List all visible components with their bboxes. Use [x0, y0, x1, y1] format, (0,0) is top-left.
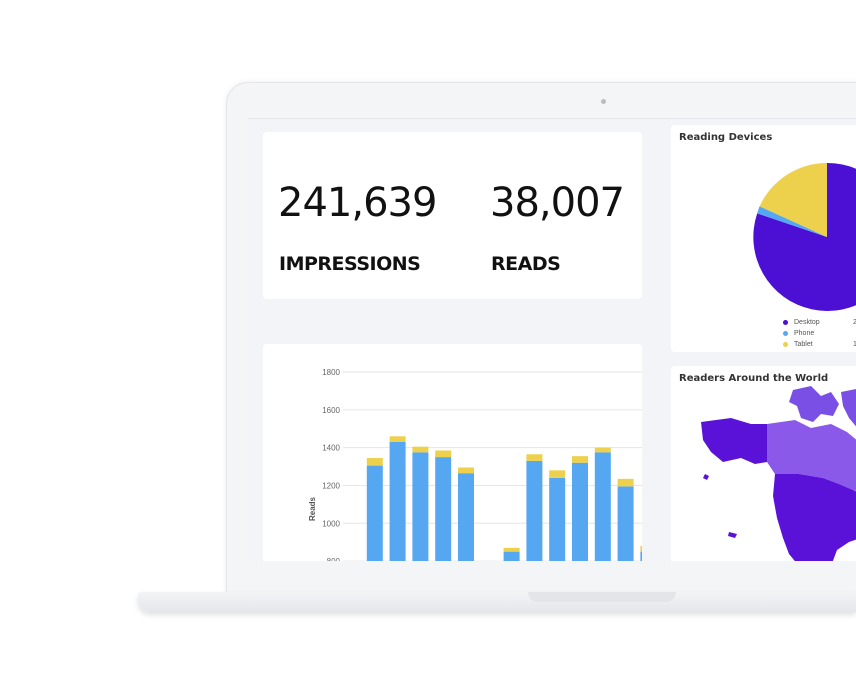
bar-reads[interactable] — [412, 452, 429, 561]
bar-reads[interactable] — [366, 465, 383, 561]
legend-label-desktop: Desktop — [794, 319, 820, 326]
laptop-base — [138, 592, 856, 612]
bar-secondary[interactable] — [617, 478, 634, 487]
devices-legend: Desktop 2 Phone Tablet 1 — [783, 317, 856, 350]
bar-reads[interactable] — [549, 477, 566, 561]
desktop-dot-icon — [783, 320, 788, 325]
y-tick-label: 800 — [327, 557, 341, 561]
reads-label: READS — [491, 253, 561, 275]
y-tick-label: 1000 — [322, 519, 340, 528]
reading-devices-title: Reading Devices — [679, 132, 773, 143]
bar-reads[interactable] — [435, 457, 452, 561]
bar-secondary[interactable] — [366, 458, 383, 466]
bar-secondary[interactable] — [389, 436, 406, 442]
devices-pie-chart — [753, 162, 856, 311]
legend-item-phone[interactable]: Phone — [783, 328, 820, 339]
y-tick-label: 1800 — [322, 368, 340, 377]
phone-dot-icon — [783, 331, 788, 336]
reads-bar-chart: 800 1000 1200 1400 1600 1800 Reads — [308, 368, 657, 561]
dashboard-screen: 241,639 IMPRESSIONS 38,007 READS 800 1000… — [248, 118, 856, 561]
bar-secondary[interactable] — [503, 547, 520, 552]
y-tick-label: 1200 — [322, 481, 340, 490]
stats-card: 241,639 IMPRESSIONS 38,007 READS — [263, 132, 642, 299]
bar-reads[interactable] — [503, 551, 520, 561]
pie-slice-phone[interactable] — [757, 206, 827, 237]
bar-secondary[interactable] — [458, 467, 474, 474]
legend-item-tablet[interactable]: Tablet 1 — [783, 339, 856, 350]
laptop-notch — [528, 592, 676, 602]
pie-slice-tablet[interactable] — [759, 162, 827, 237]
reads-chart-card: 800 1000 1200 1400 1600 1800 Reads — [263, 344, 657, 561]
bar-reads[interactable] — [526, 460, 543, 561]
tablet-dot-icon — [783, 342, 788, 347]
bar-secondary[interactable] — [572, 456, 588, 463]
bar-reads[interactable] — [389, 441, 406, 561]
y-tick-label: 1400 — [322, 444, 340, 453]
readers-map-title: Readers Around the World — [679, 373, 829, 384]
bar-reads[interactable] — [458, 473, 474, 561]
bar-secondary[interactable] — [640, 545, 657, 552]
legend-label-phone: Phone — [794, 330, 815, 337]
bar-secondary[interactable] — [549, 470, 566, 478]
legend-label-tablet: Tablet — [794, 341, 813, 348]
camera-dot — [601, 99, 606, 104]
reads-value: 38,007 — [490, 180, 625, 226]
bar-secondary[interactable] — [412, 446, 429, 453]
map-region-greenland[interactable] — [841, 388, 856, 430]
map-region-canada-islands[interactable] — [789, 386, 839, 422]
bar-reads[interactable] — [617, 486, 634, 561]
readers-map-card: Readers Around the World — [671, 366, 856, 561]
map-region-alaska[interactable] — [701, 418, 767, 464]
y-tick-label: 1600 — [322, 406, 340, 415]
reading-devices-card: Reading Devices Desktop 2 Phone Tablet 1 — [671, 125, 856, 352]
bar-reads[interactable] — [640, 551, 657, 561]
legend-value-tablet: 1 — [853, 341, 856, 348]
bar-secondary[interactable] — [435, 450, 452, 458]
map-region-usa[interactable] — [773, 474, 856, 561]
bar-reads[interactable] — [572, 462, 588, 561]
world-map — [701, 386, 856, 561]
legend-item-desktop[interactable]: Desktop 2 — [783, 317, 856, 328]
pie-slice-desktop[interactable] — [753, 162, 856, 311]
bar-secondary[interactable] — [526, 454, 543, 461]
map-region-islands[interactable] — [703, 474, 737, 538]
impressions-label: IMPRESSIONS — [279, 253, 421, 275]
y-axis-label: Reads — [308, 496, 317, 521]
legend-value-desktop: 2 — [853, 319, 856, 326]
bar-secondary[interactable] — [594, 447, 611, 453]
bar-reads[interactable] — [594, 452, 611, 561]
impressions-value: 241,639 — [278, 180, 437, 226]
map-region-canada[interactable] — [767, 420, 856, 496]
